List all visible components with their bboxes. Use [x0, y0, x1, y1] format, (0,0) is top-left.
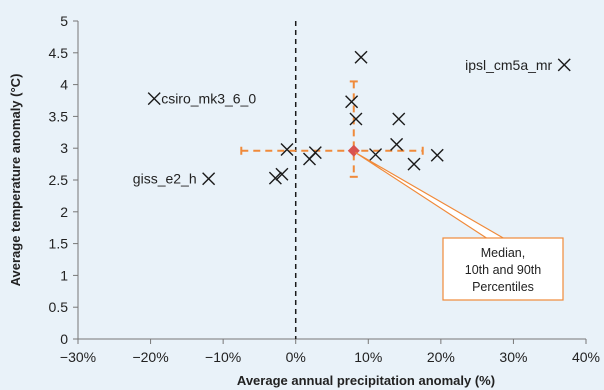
y-tick-label: 2 — [60, 204, 68, 220]
y-tick-label: 4 — [60, 77, 68, 93]
x-tick-label: 10% — [354, 349, 382, 365]
marker-stroke — [303, 152, 316, 166]
y-axis-title: Average temperature anomaly (°C) — [8, 74, 23, 287]
plot-area: 0 0.5 1 1.5 2 2.5 3 3.5 4 4.5 5 −30% −20% −10% 0% 10% 20… — [49, 13, 600, 365]
callout-text: Median, — [481, 246, 525, 260]
y-tick-label: 0 — [60, 331, 68, 347]
data-point-marker — [392, 112, 406, 126]
marker-stroke — [557, 58, 571, 72]
data-point-marker — [557, 58, 571, 72]
callout-text: 10th and 90th — [465, 263, 542, 277]
x-tick-label: −20% — [132, 349, 168, 365]
y-tick-label: 0.5 — [49, 299, 69, 315]
data-point-marker — [147, 92, 161, 106]
x-tick-label: 0% — [286, 349, 306, 365]
x-tick-label: −30% — [60, 349, 96, 365]
y-tick-label: 3 — [60, 140, 68, 156]
data-point-marker — [303, 152, 316, 166]
data-point-marker — [354, 50, 368, 64]
x-tick-label: 30% — [499, 349, 527, 365]
data-point-marker — [268, 171, 282, 185]
callout-text: Percentiles — [472, 280, 534, 294]
data-point-marker — [430, 148, 444, 162]
marker-stroke — [349, 112, 363, 126]
data-point-marker — [369, 148, 383, 162]
data-point-marker — [345, 95, 359, 109]
y-tick-label: 3.5 — [49, 108, 69, 124]
y-tick-label: 4.5 — [49, 45, 69, 61]
x-tick-label: 40% — [572, 349, 600, 365]
data-point-marker — [275, 167, 289, 181]
data-point-marker — [280, 142, 294, 156]
marker-stroke — [147, 92, 161, 106]
point-label: ipsl_cm5a_mr — [465, 57, 552, 73]
marker-stroke — [268, 171, 282, 185]
marker-stroke — [275, 167, 289, 181]
marker-stroke — [354, 50, 368, 64]
marker-stroke — [390, 137, 404, 151]
marker-stroke — [202, 172, 216, 186]
data-point-marker — [407, 157, 421, 171]
y-tick-label: 1.5 — [49, 236, 69, 252]
marker-stroke — [407, 157, 421, 171]
point-label: giss_e2_h — [133, 171, 197, 187]
y-tick-label: 2.5 — [49, 172, 69, 188]
marker-stroke — [392, 112, 406, 126]
data-point-marker — [349, 112, 363, 126]
x-tick-label: −10% — [205, 349, 241, 365]
data-point-marker — [390, 137, 404, 151]
marker-stroke — [345, 95, 359, 109]
y-tick-label: 1 — [60, 267, 68, 283]
x-tick-label: 20% — [427, 349, 455, 365]
marker-stroke — [280, 142, 294, 156]
point-label: csiro_mk3_6_0 — [161, 91, 256, 107]
marker-stroke — [430, 148, 444, 162]
callout-box — [442, 237, 564, 301]
marker-stroke — [369, 148, 383, 162]
x-axis-title: Average annual precipitation anomaly (%) — [237, 373, 495, 388]
y-tick-label: 5 — [60, 13, 68, 29]
data-point-marker — [202, 172, 216, 186]
